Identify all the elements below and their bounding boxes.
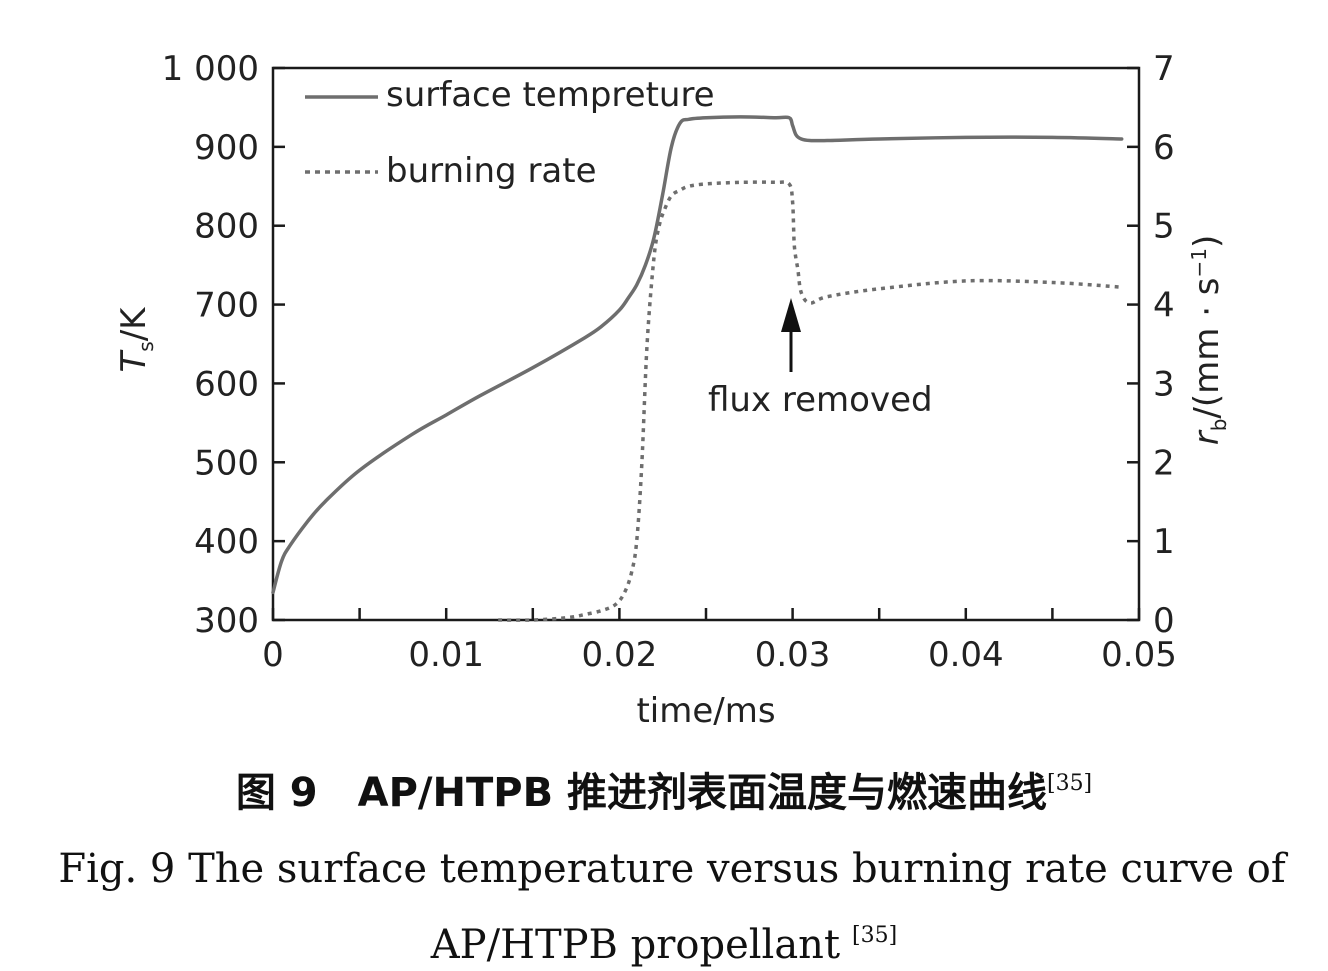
annotation-arrow-head <box>781 298 801 332</box>
y-left-axis-label: Ts/K <box>114 306 158 373</box>
y-left-tick-label: 600 <box>194 364 259 404</box>
x-tick-label: 0 <box>262 635 284 675</box>
x-tick-label: 0.05 <box>1101 635 1177 675</box>
x-tick-label: 0.01 <box>408 635 484 675</box>
y-left-tick-label: 400 <box>194 522 259 562</box>
x-tick-label: 0.02 <box>582 635 658 675</box>
y-right-tick-label: 5 <box>1153 207 1175 247</box>
caption-en-line1: Fig. 9 The surface temperature versus bu… <box>58 846 1289 892</box>
y-right-tick-label: 1 <box>1153 522 1175 562</box>
y-right-tick-label: 2 <box>1153 443 1175 483</box>
legend-label-burning-rate: burning rate <box>386 151 597 191</box>
y-right-tick-label: 7 <box>1153 49 1175 89</box>
y-right-axis-label: rb/(mm · s−1) <box>1187 235 1231 446</box>
y-left-tick-label: 900 <box>194 128 259 168</box>
y-right-tick-label: 6 <box>1153 128 1175 168</box>
series-burning-rate-line <box>498 180 1122 622</box>
y-right-axis-ticks: 0 1 2 3 4 5 6 7 <box>1127 49 1175 641</box>
y-left-tick-label: 300 <box>194 601 259 641</box>
y-left-axis-ticks: 300 400 500 600 700 800 900 1 000 <box>162 49 285 641</box>
y-left-tick-label: 800 <box>194 207 259 247</box>
x-axis-label: time/ms <box>636 691 775 731</box>
y-right-tick-label: 0 <box>1153 601 1175 641</box>
caption-cn: 图 9 AP/HTPB 推进剂表面温度与燃速曲线[35] <box>236 770 1092 816</box>
x-tick-label: 0.03 <box>755 635 831 675</box>
annotation-flux-removed: flux removed <box>708 298 933 420</box>
x-axis-ticks: 0 0.01 0.02 0.03 0.04 0.05 <box>262 608 1177 675</box>
y-right-tick-label: 3 <box>1153 364 1175 404</box>
y-left-tick-label: 1 000 <box>162 49 259 89</box>
annotation-text: flux removed <box>708 380 933 420</box>
figure-caption: 图 9 AP/HTPB 推进剂表面温度与燃速曲线[35] Fig. 9 The s… <box>58 770 1289 968</box>
y-right-tick-label: 4 <box>1153 286 1175 326</box>
legend-label-surface-temperature: surface tempreture <box>386 75 715 115</box>
x-tick-label: 0.04 <box>928 635 1004 675</box>
y-left-tick-label: 700 <box>194 286 259 326</box>
y-left-tick-label: 500 <box>194 443 259 483</box>
caption-en-line2: AP/HTPB propellant [35] <box>430 922 897 968</box>
series-layer <box>271 115 1124 622</box>
legend: surface tempreture burning rate <box>305 75 715 191</box>
series-surface-temperature-line <box>271 115 1124 595</box>
